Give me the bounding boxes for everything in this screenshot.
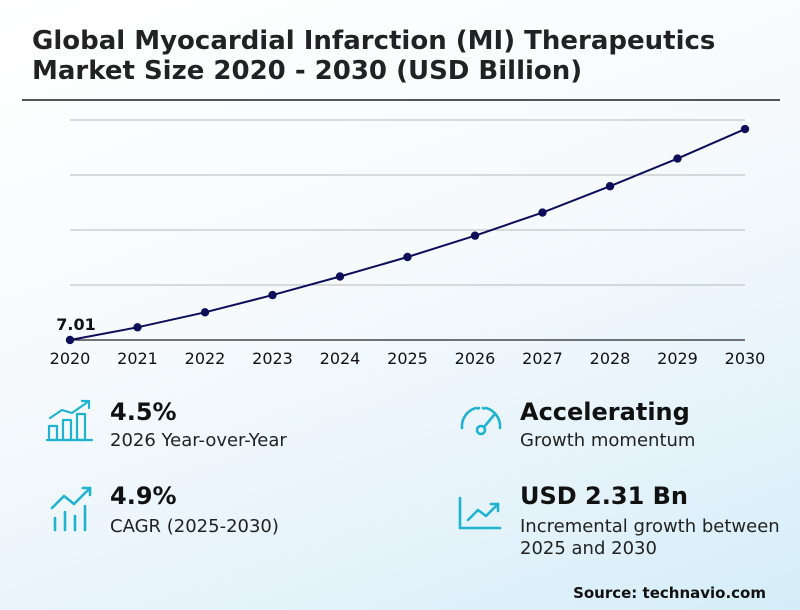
data-point-2030 [740,124,750,134]
title-divider [22,99,780,101]
bar-growth-icon [46,399,94,442]
x-tick-label-2021: 2021 [117,349,158,368]
chart-title: Global Myocardial Infarction (MI) Therap… [32,26,716,86]
kpi-cagr: 4.9% CAGR (2025-2030) [50,482,370,552]
x-tick-label-2023: 2023 [252,349,293,368]
data-point-2022 [200,308,210,317]
kpi-cagr-label: CAGR (2025-2030) [110,516,279,537]
series-line [69,128,746,341]
kpi-incremental: USD 2.31 Bn Incremental growth between 2… [456,482,780,566]
x-tick-label-2024: 2024 [320,349,361,368]
x-tick-label-2022: 2022 [185,349,226,368]
data-point-2024 [335,272,345,281]
kpi-yoy: 4.5% 2026 Year-over-Year [46,396,366,456]
line-growth-icon [458,496,502,530]
kpi-momentum: Accelerating Growth momentum [456,396,776,456]
data-point-2021 [133,323,142,332]
x-tick-label-2020: 2020 [50,349,91,368]
data-point-2026 [470,231,480,240]
data-point-2027 [538,208,547,217]
data-point-2020 [65,335,75,345]
gauge-icon [460,406,502,436]
x-tick-label-2028: 2028 [590,349,631,368]
kpi-yoy-value: 4.5% [110,398,177,426]
data-label-2020: 7.01 [56,315,95,334]
kpi-incremental-label: Incremental growth between 2025 and 2030 [520,516,780,559]
kpi-momentum-label: Growth momentum [520,430,696,451]
kpi-cagr-value: 4.9% [110,482,177,510]
x-tick-label-2029: 2029 [657,349,698,368]
data-point-2025 [403,252,412,262]
trend-bars-icon [50,486,92,532]
data-point-2028 [605,182,615,191]
x-tick-label-2030: 2030 [725,349,766,368]
source-credit: Source: technavio.com [573,584,766,602]
x-tick-label-2027: 2027 [522,349,563,368]
kpi-yoy-label: 2026 Year-over-Year [110,430,287,451]
kpi-incremental-value: USD 2.31 Bn [520,482,688,510]
data-point-2029 [673,154,682,163]
kpi-momentum-value: Accelerating [520,398,690,426]
x-tick-label-2026: 2026 [455,349,496,368]
line-chart: 2020 2021 2022 2023 2024 2025 2026 2027 2028 2029… [50,119,766,368]
data-point-2023 [268,290,277,300]
x-tick-label-2025: 2025 [387,349,428,368]
